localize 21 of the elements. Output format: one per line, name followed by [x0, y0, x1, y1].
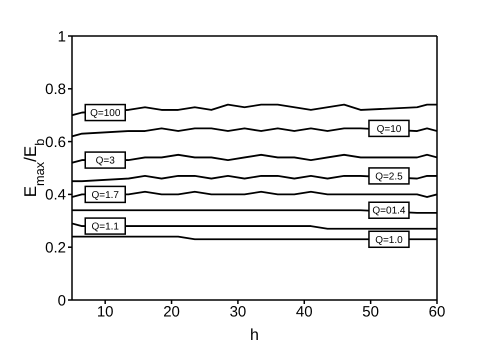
- x-tick-label: 60: [428, 304, 446, 321]
- x-tick-label: 50: [362, 304, 379, 321]
- series-label: Q=3: [96, 156, 116, 167]
- series-label: Q=01.4: [372, 206, 406, 217]
- y-tick-label: 0.2: [45, 240, 66, 257]
- y-tick-label: 1: [58, 28, 66, 46]
- series-label: Q=2.5: [375, 171, 404, 182]
- y-tick-label: 0: [58, 292, 66, 310]
- series-label: Q=1.0: [375, 234, 404, 246]
- y-tick-label: 0.8: [45, 81, 66, 98]
- series-label: Q=100: [90, 108, 121, 120]
- x-tick-label: 30: [230, 304, 246, 321]
- y-tick-label: 0.4: [45, 186, 66, 204]
- y-tick-label: 0.6: [45, 134, 66, 151]
- x-tick-label: 40: [296, 304, 313, 321]
- series-label: Q=10: [376, 124, 402, 135]
- x-tick-label: 10: [96, 304, 114, 321]
- x-tick-label: 20: [163, 304, 180, 321]
- series-label: Q=1.1: [91, 222, 120, 233]
- x-axis-title: h: [250, 327, 259, 344]
- series-label: Q=1.7: [91, 190, 120, 201]
